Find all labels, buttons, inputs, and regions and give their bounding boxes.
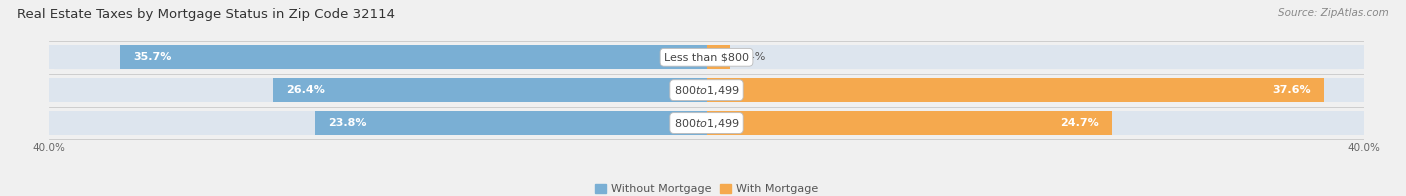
Bar [120,45,707,69]
Text: Source: ZipAtlas.com: Source: ZipAtlas.com [1278,8,1389,18]
Text: 35.7%: 35.7% [134,52,172,62]
Bar [49,45,707,69]
Bar [707,78,1324,102]
Bar [49,111,707,135]
Bar [707,45,730,69]
FancyBboxPatch shape [49,111,707,135]
FancyBboxPatch shape [707,111,1364,135]
Text: 26.4%: 26.4% [285,85,325,95]
Text: 23.8%: 23.8% [329,118,367,128]
Text: $800 to $1,499: $800 to $1,499 [673,84,740,97]
Text: $800 to $1,499: $800 to $1,499 [673,117,740,130]
Legend: Without Mortgage, With Mortgage: Without Mortgage, With Mortgage [591,180,823,196]
Bar [49,78,707,102]
Text: 37.6%: 37.6% [1272,85,1312,95]
Bar [315,111,707,135]
Text: Less than $800: Less than $800 [664,52,749,62]
Bar [707,111,1112,135]
Bar [707,45,1364,69]
FancyBboxPatch shape [707,78,1364,102]
FancyBboxPatch shape [49,78,707,102]
FancyBboxPatch shape [49,45,707,69]
Bar [707,111,1364,135]
FancyBboxPatch shape [707,45,1364,69]
Text: Real Estate Taxes by Mortgage Status in Zip Code 32114: Real Estate Taxes by Mortgage Status in … [17,8,395,21]
Bar [273,78,707,102]
Text: 1.4%: 1.4% [738,52,766,62]
Bar [707,78,1364,102]
Text: 24.7%: 24.7% [1060,118,1099,128]
